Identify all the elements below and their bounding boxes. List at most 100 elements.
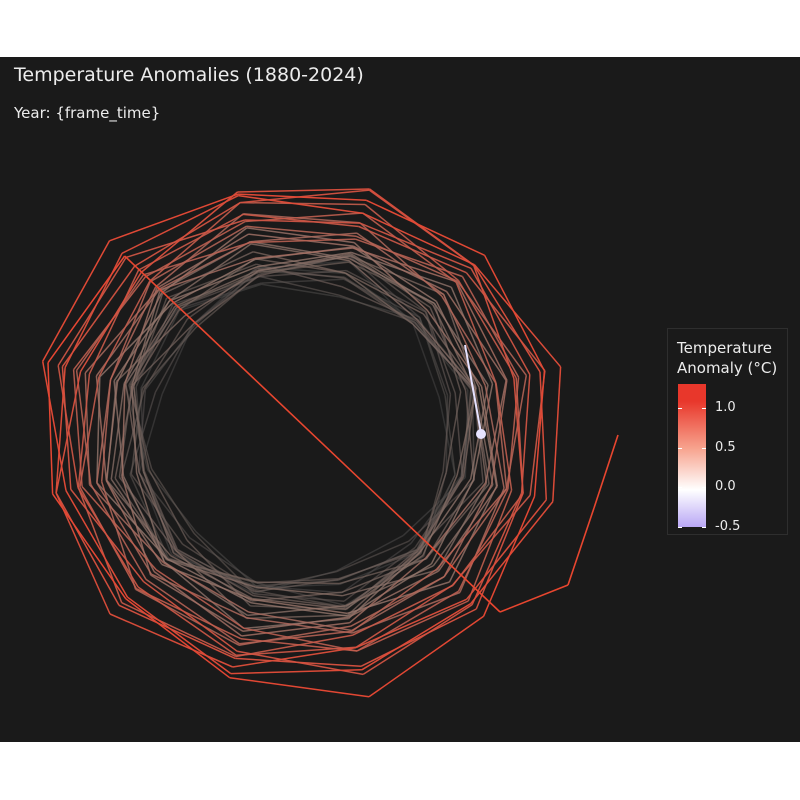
spiral-segment <box>135 588 240 646</box>
spiral-segment <box>349 257 435 304</box>
spiral-segment <box>426 309 483 387</box>
spiral-segment <box>41 361 67 491</box>
spiral-segment <box>125 598 231 679</box>
spiral-segment <box>356 590 459 652</box>
spiral-segment <box>349 256 421 319</box>
spiral-segment <box>416 481 484 551</box>
spiral-segment <box>353 242 428 311</box>
spiral-segment <box>109 281 151 381</box>
spiral-segment <box>256 582 346 607</box>
legend-tick-left <box>678 407 682 409</box>
legend-label: 1.0 <box>715 399 736 415</box>
spiral-segment <box>484 380 507 484</box>
spiral-segment <box>350 253 434 306</box>
spiral-segment <box>415 320 472 390</box>
spiral-segment <box>483 254 546 372</box>
spiral-tail-segment <box>124 255 501 613</box>
spiral-segment <box>412 323 440 398</box>
spiral-segment <box>132 309 180 387</box>
spiral-segment <box>178 283 262 312</box>
spiral-segment <box>241 621 350 637</box>
spiral-segment <box>474 264 562 368</box>
spiral-segment <box>110 383 125 480</box>
spiral-segment <box>125 219 246 259</box>
spiral-segment <box>155 569 245 629</box>
spiral-segment <box>430 479 475 565</box>
spiral-segment <box>143 318 189 390</box>
legend-tick-right <box>702 447 706 449</box>
spiral-segment <box>457 280 517 379</box>
spiral-segment <box>250 243 350 262</box>
spiral-segment <box>354 238 463 278</box>
legend-title-line2: Anomaly (°C) <box>677 359 778 377</box>
spiral-segment <box>47 255 126 364</box>
spiral-segment <box>446 291 507 381</box>
spiral-segment <box>132 386 145 472</box>
spiral-segment <box>495 382 513 491</box>
spiral-segment <box>261 283 339 298</box>
spiral-segment <box>341 558 427 593</box>
spiral-segment <box>422 474 458 556</box>
spiral-segment <box>131 385 138 473</box>
spiral-segment <box>79 272 142 372</box>
spiral-segment <box>461 276 520 378</box>
spiral-segment <box>175 550 254 597</box>
spiral-tail-segment <box>567 507 595 586</box>
spiral-segment <box>455 282 497 384</box>
spiral-segment <box>347 563 432 617</box>
spiral-segment <box>444 395 456 475</box>
spiral-segment <box>235 634 354 658</box>
spiral-segment <box>98 280 151 378</box>
chart-subtitle: Year: {frame_time} <box>14 104 161 122</box>
spiral-segment <box>100 481 137 590</box>
spiral-segment <box>451 494 531 586</box>
legend-tick-left <box>678 487 682 489</box>
spiral-segment <box>345 272 424 315</box>
spiral-segment <box>178 258 256 311</box>
spiral-segment <box>416 319 476 389</box>
spiral-segment <box>261 278 344 284</box>
spiral-segment <box>360 608 477 667</box>
spiral-segment <box>109 193 239 242</box>
spiral-tail-segment <box>593 434 619 509</box>
spiral-segment <box>240 201 366 206</box>
spiral-segment <box>254 257 346 274</box>
spiral-segment <box>473 265 515 379</box>
spiral-segment <box>250 605 347 611</box>
spiral-segment <box>174 269 259 308</box>
spiral-segment <box>239 630 352 645</box>
spiral-segment <box>109 286 157 381</box>
spiral-segment <box>443 488 508 578</box>
spiral-segment <box>135 472 165 563</box>
spiral-segment <box>254 247 353 260</box>
spiral-segment <box>55 367 66 494</box>
spiral-segment <box>235 657 362 668</box>
spiral-segment <box>352 246 437 303</box>
spiral-segment <box>84 289 159 374</box>
spiral-segment <box>250 602 349 617</box>
spiral-segment <box>189 537 258 584</box>
spiral-segment <box>364 203 459 281</box>
spiral-segment <box>250 238 356 244</box>
spiral-segment <box>335 534 404 572</box>
spiral-segment <box>416 474 456 550</box>
spiral-segment <box>246 617 353 634</box>
spiral-segment <box>456 281 508 381</box>
spiral-segment <box>243 213 360 224</box>
spiral-segment <box>184 270 259 317</box>
spiral-segment <box>149 225 247 283</box>
spiral-segment <box>148 469 188 541</box>
spiral-segment <box>115 315 186 383</box>
spiral-segment <box>162 251 254 295</box>
spiral-segment <box>345 269 426 313</box>
legend-title: Temperature Anomaly (°C) <box>677 338 787 378</box>
spiral-segment <box>81 486 157 571</box>
spiral-segment <box>158 257 256 291</box>
spiral-segment <box>246 225 357 237</box>
spiral-segment <box>457 488 509 592</box>
spiral-segment <box>362 604 473 676</box>
spiral-segment <box>419 472 448 553</box>
spiral-segment <box>169 266 258 302</box>
spiral-segment <box>359 222 472 269</box>
spiral-segment <box>166 558 256 588</box>
